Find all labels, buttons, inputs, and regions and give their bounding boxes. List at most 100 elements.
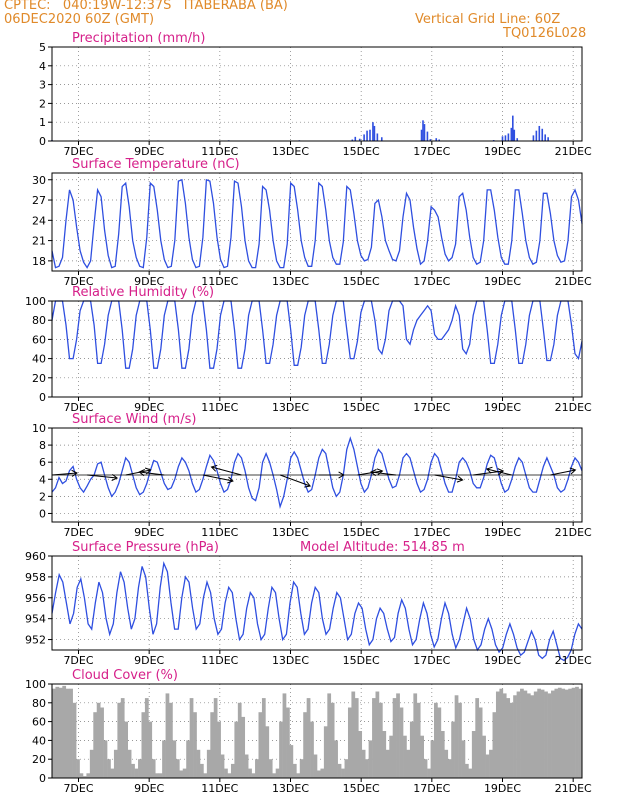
wind-ytick-label: 8 — [39, 439, 46, 452]
cloud-bar — [347, 707, 352, 778]
cloud-bar — [471, 731, 476, 778]
precip-bar — [376, 133, 379, 141]
temp-ytick-label: 18 — [32, 255, 46, 268]
precip-xtick-label: 15DEC — [343, 145, 380, 158]
cloud-bar — [113, 749, 118, 778]
precip-bar — [538, 125, 541, 141]
cloud-bar — [378, 702, 383, 778]
cloud-bar — [86, 773, 91, 778]
cloud-bar — [392, 698, 397, 778]
wind-arrow — [211, 466, 242, 476]
header-model-id: TQ0126L028 — [503, 26, 587, 41]
precip-xtick-label: 11DEC — [201, 145, 238, 158]
rh-xtick-label: 15DEC — [343, 401, 380, 414]
rh-ytick-label: 0 — [39, 391, 46, 404]
cloud-bar — [69, 688, 73, 778]
wind-arrowhead — [304, 480, 312, 488]
temp-xtick-label: 9DEC — [134, 275, 164, 288]
cloud-bar — [361, 749, 366, 778]
cloud-xtick-label: 11DEC — [201, 782, 238, 795]
cloud-bar — [520, 688, 524, 778]
precip-bar — [354, 136, 357, 141]
precip-bar — [544, 134, 546, 141]
precip-bar — [422, 120, 424, 141]
cloud-bar — [213, 698, 218, 778]
cloud-bar — [79, 773, 84, 778]
cloud-bar — [499, 688, 504, 778]
precip-bar — [532, 135, 535, 141]
pressure-ytick-label: 956 — [25, 592, 46, 605]
cloud-bar — [162, 740, 166, 778]
wind-xtick-label: 13DEC — [272, 526, 309, 539]
cloud-bar — [210, 712, 215, 778]
cloud-bar — [416, 702, 421, 778]
precip-bar — [372, 122, 374, 141]
cloud-bar — [286, 707, 290, 778]
cloud-bar — [489, 749, 493, 778]
cloud-bar — [155, 773, 159, 778]
cloud-bar — [492, 712, 497, 778]
wind-arrowhead — [485, 466, 493, 474]
rh-xtick-label: 21DEC — [555, 401, 592, 414]
cloud-bar — [513, 695, 517, 778]
pressure-xtick-label: 15DEC — [343, 654, 380, 667]
cloud-bar — [454, 695, 459, 778]
cloud-bar — [385, 749, 390, 778]
temp-ytick-label: 24 — [32, 214, 46, 227]
cloud-bar — [354, 698, 359, 778]
precip-bar — [366, 130, 368, 141]
cloud-ytick-label: 20 — [32, 753, 46, 766]
cloud-bar — [440, 731, 445, 778]
cloud-bar — [403, 735, 407, 778]
wind-xtick-label: 15DEC — [343, 526, 380, 539]
cloud-bar — [482, 735, 486, 778]
cloud-xtick-label: 21DEC — [555, 782, 592, 795]
wind-arrow — [550, 469, 576, 476]
cloud-bar — [230, 763, 235, 778]
cloud-bar — [227, 773, 232, 778]
wind-xtick-label: 9DEC — [134, 526, 164, 539]
precip-bar — [438, 139, 440, 141]
rh-title: Relative Humidity (%) — [72, 285, 214, 300]
cloud-bar — [389, 735, 394, 778]
temp-ytick-label: 27 — [32, 194, 46, 207]
cloud-bar — [251, 773, 256, 778]
cloud-bar — [127, 749, 132, 778]
cloud-bar — [506, 698, 511, 778]
temp-ytick-label: 30 — [32, 174, 46, 187]
cloud-bar — [175, 759, 180, 778]
cloud-bar — [182, 768, 187, 778]
precip-bar — [420, 129, 423, 141]
cloud-bar — [509, 702, 514, 778]
rh-ytick-label: 100 — [25, 295, 46, 308]
cloud-bar — [516, 691, 521, 778]
cloud-bar — [537, 688, 542, 778]
temp-xtick-label: 19DEC — [484, 275, 521, 288]
cloud-bar — [544, 691, 548, 778]
cloud-bar — [575, 686, 579, 778]
cloud-bar — [451, 721, 455, 778]
wind-arrow — [370, 471, 397, 476]
cloud-bar — [420, 735, 424, 778]
cloud-bar — [458, 702, 462, 778]
precip-bar — [380, 137, 383, 141]
rh-xtick-label: 7DEC — [63, 401, 93, 414]
cloud-bar — [224, 768, 228, 778]
cloud-bar — [131, 763, 135, 778]
cloud-bar — [124, 721, 129, 778]
cloud-ytick-label: 100 — [25, 678, 46, 691]
precip-xtick-label: 21DEC — [555, 145, 592, 158]
rh-series-line — [51, 300, 583, 369]
cloud-bar — [530, 695, 535, 778]
cloud-bar — [478, 707, 483, 778]
cloud-bar — [464, 763, 469, 778]
cloud-bar — [561, 688, 566, 778]
wind-arrow — [139, 471, 165, 476]
wind-arrow — [125, 469, 151, 476]
cloud-bar — [237, 702, 242, 778]
cloud-title: Cloud Cover (%) — [72, 668, 178, 683]
wind-xtick-label: 7DEC — [63, 526, 93, 539]
cloud-bar — [151, 759, 156, 778]
cloud-bar — [196, 749, 201, 778]
cloud-bar — [540, 689, 545, 778]
